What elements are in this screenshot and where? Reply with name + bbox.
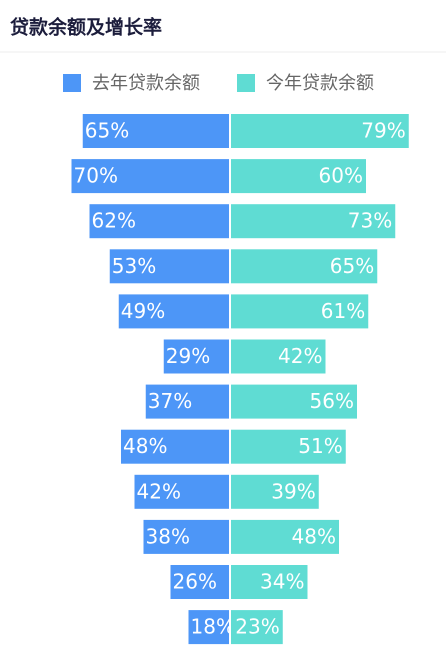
bar [231, 294, 369, 329]
bar [231, 519, 339, 554]
bar [118, 294, 229, 329]
bar [231, 204, 396, 239]
value-label: 53% [112, 254, 156, 278]
value-label: 37% [148, 389, 192, 413]
value-label: 49% [121, 299, 165, 323]
bar [188, 610, 229, 645]
bar [231, 114, 409, 148]
legend-swatch [237, 74, 255, 92]
value-label: 42% [278, 344, 322, 368]
bar [121, 429, 229, 464]
value-label: 65% [85, 119, 129, 143]
value-label: 48% [292, 524, 336, 548]
value-label: 65% [330, 254, 374, 278]
value-label: 38% [146, 524, 190, 548]
value-label: 18% [191, 615, 235, 639]
value-label: 34% [260, 570, 304, 594]
value-label: 29% [166, 344, 210, 368]
legend-label: 去年贷款余额 [92, 73, 200, 94]
legend-label: 今年贷款余额 [266, 73, 374, 94]
value-label: 60% [319, 164, 363, 188]
value-label: 23% [235, 615, 279, 639]
bar [163, 339, 229, 374]
bar [143, 519, 229, 554]
bar [231, 159, 366, 194]
legend-swatch [63, 74, 81, 92]
bar [231, 249, 378, 284]
value-label: 79% [361, 119, 405, 143]
value-label: 56% [310, 389, 354, 413]
bar [231, 474, 319, 509]
bar [82, 114, 229, 148]
bar [231, 429, 346, 464]
bar [134, 474, 229, 509]
bar [109, 249, 229, 284]
value-label: 42% [137, 479, 181, 503]
bar [89, 204, 229, 239]
chart-title: 贷款余额及增长率 [10, 16, 162, 39]
value-label: 73% [348, 209, 392, 233]
value-label: 61% [321, 299, 365, 323]
value-label: 70% [74, 164, 118, 188]
bar [231, 384, 357, 419]
value-label: 39% [271, 479, 315, 503]
bar [170, 565, 229, 599]
value-label: 51% [298, 434, 342, 458]
bar [231, 565, 308, 599]
value-label: 62% [92, 209, 136, 233]
bar [231, 610, 283, 645]
bar [71, 159, 229, 194]
bar [231, 339, 326, 374]
value-label: 26% [173, 570, 217, 594]
value-label: 48% [123, 434, 167, 458]
bar [145, 384, 229, 419]
